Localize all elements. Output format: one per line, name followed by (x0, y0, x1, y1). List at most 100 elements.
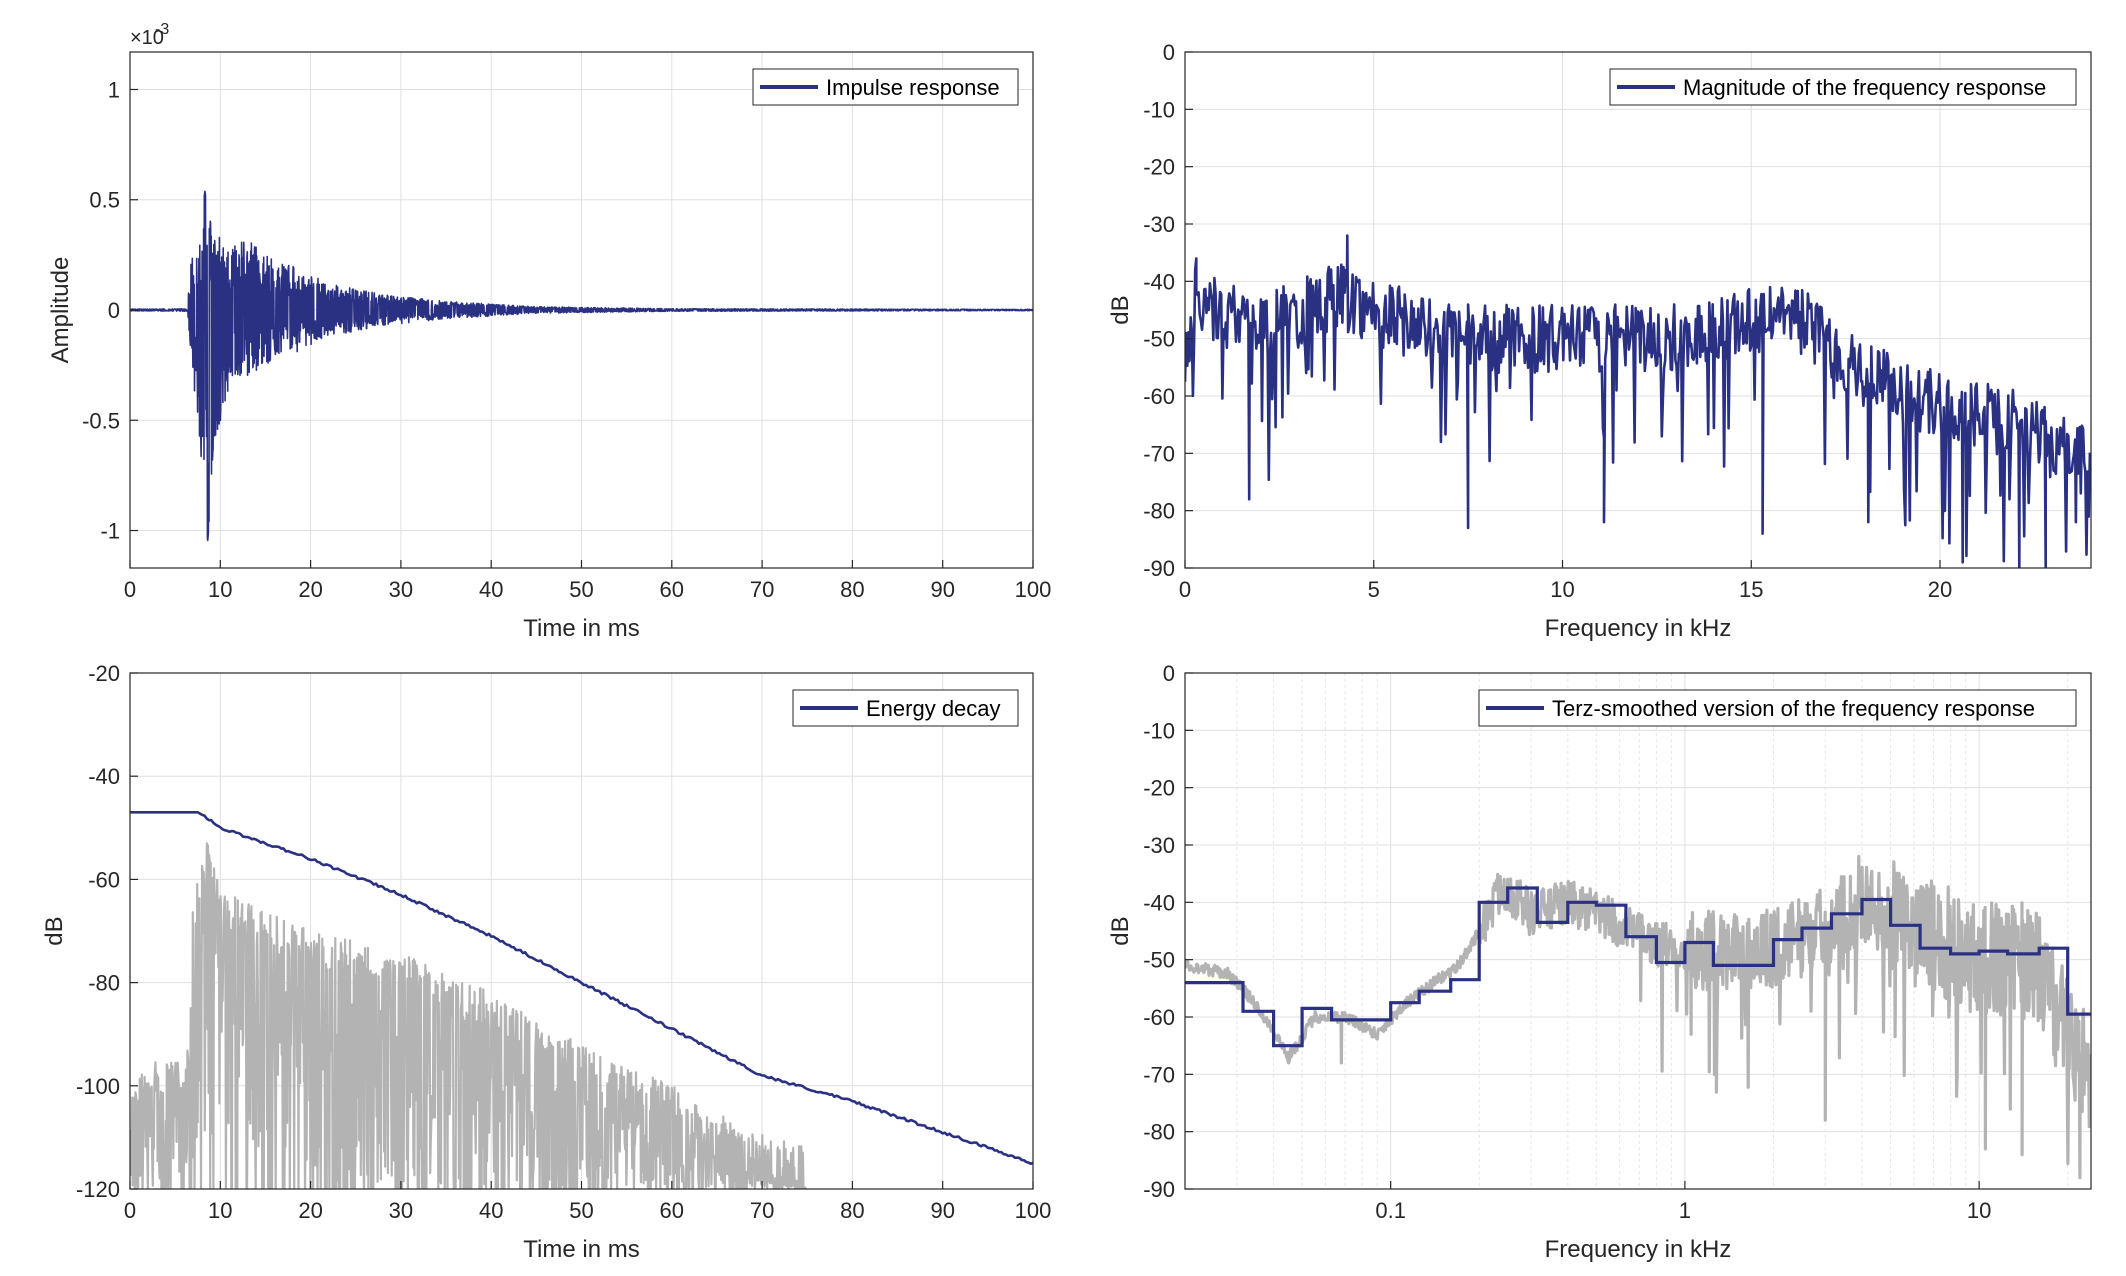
energy-x-tick-label: 10 (208, 1198, 232, 1223)
impulse-x-tick-label: 20 (298, 577, 322, 602)
energy-ticks: 0 10 20 30 40 50 60 70 80 90 100 -20 -40 -60 -80 -100 -1… (76, 661, 1051, 1223)
terz-y-tick-label: -50 (1143, 948, 1175, 973)
energy-x-tick-label: 50 (569, 1198, 593, 1223)
impulse-x-tick-label: 80 (840, 577, 864, 602)
magnitude-ylabel: dB (1107, 295, 1134, 324)
energy-x-tick-label: 70 (750, 1198, 774, 1223)
magnitude-y-tick-label: -80 (1143, 499, 1175, 524)
magnitude-x-tick-label: 10 (1550, 577, 1574, 602)
terz-plot-area (1184, 672, 2092, 1190)
magnitude-plot-area (1184, 51, 2092, 569)
energy-legend-label: Energy decay (866, 696, 1001, 721)
terz-y-tick-label: -10 (1143, 718, 1175, 743)
terz-y-tick-label: -60 (1143, 1005, 1175, 1030)
terz-raw-gray (1185, 854, 2091, 1180)
terz-ticks: 0.1 1 10 0 -10 -20 -30 -40 -50 -60 -70 -80 -90 (1143, 661, 1991, 1223)
energy-x-tick-label: 80 (840, 1198, 864, 1223)
impulse-y-tick-label: 0.5 (89, 188, 120, 213)
energy-x-tick-label: 40 (479, 1198, 503, 1223)
magnitude-y-tick-label: -40 (1143, 269, 1175, 294)
magnitude-legend: Magnitude of the frequency response (1609, 68, 2077, 106)
impulse-x-tick-label: 100 (1015, 577, 1052, 602)
terz-y-tick-label: -80 (1143, 1120, 1175, 1145)
magnitude-y-tick-label: -60 (1143, 384, 1175, 409)
energy-y-tick-label: -100 (76, 1074, 120, 1099)
energy-x-tick-label: 0 (124, 1198, 136, 1223)
impulse-response-line (130, 190, 1033, 542)
impulse-x-tick-label: 30 (389, 577, 413, 602)
terz-ylabel: dB (1107, 916, 1134, 945)
magnitude-x-tick-label: 5 (1368, 577, 1380, 602)
terz-legend-box (1478, 689, 2077, 727)
impulse-ticks: 0 10 20 30 40 50 60 70 80 90 100 1 0.5 0 -0.5 -1 (82, 77, 1051, 602)
energy-y-tick-label: -40 (88, 764, 120, 789)
impulse-y-tick-label: 0 (108, 298, 120, 323)
impulse-series (130, 190, 1033, 542)
terz-y-tick-label: -40 (1143, 890, 1175, 915)
terz-legend: Terz-smoothed version of the frequency r… (1478, 689, 2077, 727)
energy-x-tick-label: 60 (660, 1198, 684, 1223)
magnitude-x-tick-label: 20 (1928, 577, 1952, 602)
terz-smoothed-line (1185, 886, 2091, 1048)
impulse-exponent-power: -3 (155, 21, 169, 38)
terz-x-tick-label: 0.1 (1375, 1198, 1406, 1223)
magnitude-y-tick-label: -10 (1143, 97, 1175, 122)
energy-decay-line (130, 811, 1033, 1165)
impulse-legend-label: Impulse response (826, 75, 1000, 100)
terz-xlabel: Frequency in kHz (1545, 1236, 1732, 1263)
energy-envelope-gray (130, 842, 808, 1189)
energy-x-tick-label: 30 (389, 1198, 413, 1223)
magnitude-xlabel: Frequency in kHz (1545, 615, 1732, 642)
terz-legend-label: Terz-smoothed version of the frequency r… (1552, 696, 2035, 721)
magnitude-legend-box (1609, 68, 2077, 106)
terz-x-tick-label: 1 (1679, 1198, 1691, 1223)
magnitude-y-tick-label: 0 (1163, 40, 1175, 65)
energy-decay-chart: 0 10 20 30 40 50 60 70 80 90 100 -20 -40 -60 -80 -100 -1… (41, 661, 1051, 1263)
magnitude-y-tick-label: -50 (1143, 327, 1175, 352)
terz-y-tick-label: -70 (1143, 1062, 1175, 1087)
impulse-x-tick-label: 70 (750, 577, 774, 602)
impulse-x-tick-label: 50 (569, 577, 593, 602)
magnitude-chart: 0 5 10 15 20 0 -10 -20 -30 -40 -50 -60 -70 -80 -90 Fre… (1107, 40, 2092, 642)
energy-legend: Energy decay (792, 689, 1019, 727)
magnitude-x-tick-label: 15 (1739, 577, 1763, 602)
magnitude-y-tick-label: -30 (1143, 212, 1175, 237)
terz-series (1185, 854, 2091, 1180)
energy-x-tick-label: 20 (298, 1198, 322, 1223)
impulse-x-tick-label: 0 (124, 577, 136, 602)
energy-y-tick-label: -20 (88, 661, 120, 686)
magnitude-y-tick-label: -90 (1143, 556, 1175, 581)
impulse-y-tick-label: 1 (108, 77, 120, 102)
energy-x-tick-label: 90 (930, 1198, 954, 1223)
magnitude-x-tick-label: 0 (1179, 577, 1191, 602)
impulse-xlabel: Time in ms (523, 615, 639, 642)
impulse-ylabel: Amplitude (47, 257, 74, 364)
terz-smoothed-chart: 0.1 1 10 0 -10 -20 -30 -40 -50 -60 -70 -80 -90 Frequ… (1107, 661, 2092, 1263)
impulse-response-chart: 0 10 20 30 40 50 60 70 80 90 100 1 0.5 0 -0.5 -1 ×10 -3… (47, 21, 1051, 642)
terz-y-tick-label: 0 (1163, 661, 1175, 686)
magnitude-line (1185, 234, 2091, 568)
magnitude-ticks: 0 5 10 15 20 0 -10 -20 -30 -40 -50 -60 -70 -80 -90 (1143, 40, 1952, 602)
terz-y-tick-label: -30 (1143, 833, 1175, 858)
magnitude-legend-label: Magnitude of the frequency response (1683, 75, 2046, 100)
impulse-y-tick-label: -0.5 (82, 408, 120, 433)
magnitude-y-tick-label: -20 (1143, 155, 1175, 180)
energy-ylabel: dB (41, 916, 68, 945)
impulse-x-tick-label: 40 (479, 577, 503, 602)
energy-y-tick-label: -60 (88, 867, 120, 892)
impulse-y-tick-label: -1 (100, 519, 120, 544)
energy-series (130, 811, 1033, 1189)
impulse-x-tick-label: 90 (930, 577, 954, 602)
impulse-exponent-base: ×10 (130, 27, 164, 49)
terz-y-tick-label: -20 (1143, 776, 1175, 801)
energy-y-tick-label: -80 (88, 971, 120, 996)
energy-xlabel: Time in ms (523, 1236, 639, 1263)
impulse-x-tick-label: 10 (208, 577, 232, 602)
terz-x-tick-label: 10 (1967, 1198, 1991, 1223)
energy-y-tick-label: -120 (76, 1177, 120, 1202)
magnitude-series (1185, 234, 2091, 568)
impulse-legend: Impulse response (752, 68, 1019, 106)
terz-y-tick-label: -90 (1143, 1177, 1175, 1202)
magnitude-y-tick-label: -70 (1143, 441, 1175, 466)
